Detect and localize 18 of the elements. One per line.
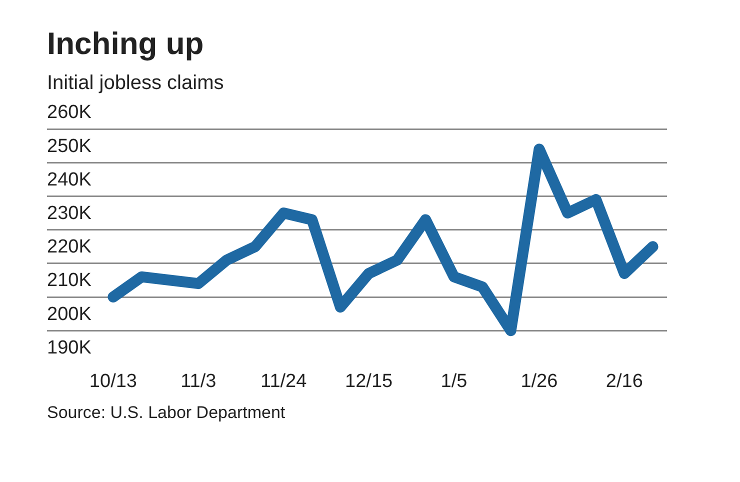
y-tick-label: 250K — [47, 136, 92, 157]
y-tick-label: 220K — [47, 236, 92, 258]
chart-subtitle: Initial jobless claims — [46, 71, 225, 95]
y-tick-label: 210K — [47, 270, 92, 292]
x-tick-label: 11/3 — [180, 370, 216, 392]
y-tick-label: 240K — [47, 169, 92, 190]
x-tick-label: 2/16 — [606, 370, 643, 392]
x-tick-label: 12/15 — [345, 370, 393, 392]
x-tick-label: 1/26 — [520, 370, 558, 392]
y-tick-label: 190K — [47, 337, 92, 358]
y-tick-label: 200K — [47, 304, 92, 325]
chart-title: Inching up — [46, 25, 205, 62]
x-tick-label: 11/24 — [260, 370, 308, 392]
y-tick-label: 230K — [47, 203, 92, 224]
y-tick-label: 260K — [47, 102, 92, 124]
x-tick-label: 10/13 — [89, 370, 137, 392]
source-note: Source: U.S. Labor Department — [46, 402, 286, 423]
x-tick-label: 1/5 — [440, 370, 468, 392]
